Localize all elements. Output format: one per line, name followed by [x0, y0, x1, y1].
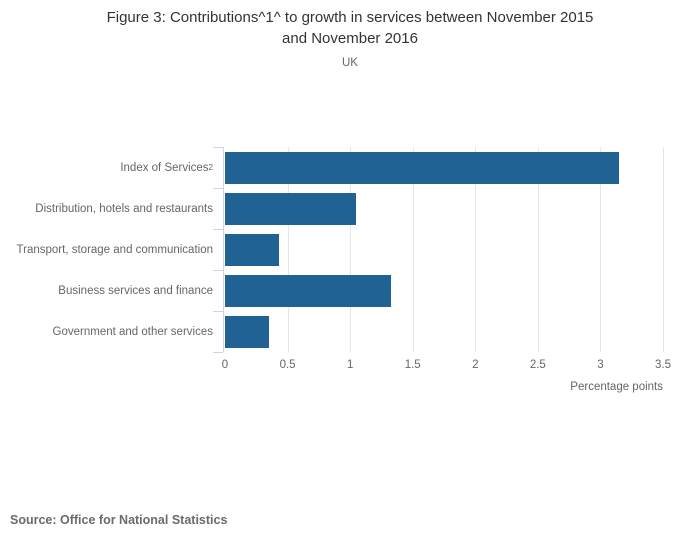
x-axis-title: Percentage points	[570, 381, 663, 393]
bar-index-of-services[interactable]	[225, 152, 620, 184]
x-tick-label-0: 0	[221, 359, 229, 371]
category-label-transport-storage-and-communication: Transport, storage and communication	[16, 243, 213, 256]
gridline-x-1	[350, 147, 352, 352]
plot-area	[213, 147, 664, 353]
category-axis-tick	[213, 229, 223, 230]
category-axis-tick	[213, 311, 223, 312]
chart-title: Figure 3: Contributions^1^ to growth in …	[0, 7, 700, 49]
x-tick-label-0-5: 0.5	[279, 359, 296, 371]
chart-title-line2: and November 2016	[282, 30, 418, 47]
x-tick-label-2-5: 2.5	[529, 359, 546, 371]
chart-title-line1: Figure 3: Contributions^1^ to growth in …	[106, 9, 594, 26]
gridline-x-1-5	[412, 147, 414, 352]
category-label-index-of-services: Index of Services 2	[120, 161, 213, 174]
gridline-x-2-5	[537, 147, 539, 352]
category-axis-tick	[213, 270, 223, 271]
x-tick-label-1: 1	[346, 359, 354, 371]
category-axis-labels: Index of Services 2 Distribution, hotels a…	[0, 147, 213, 352]
x-tick-label-3: 3	[597, 359, 604, 371]
gridline-x-0-5	[287, 147, 289, 352]
category-label-business-services-and-finance: Business services and finance	[58, 284, 213, 297]
category-axis-tick	[213, 352, 223, 353]
bar-distribution-hotels-and-restaurants[interactable]	[225, 193, 357, 225]
category-axis-tick	[213, 147, 223, 148]
bar-business-services-and-finance[interactable]	[225, 275, 392, 307]
source-note: Source: Office for National Statistics	[10, 513, 228, 527]
x-tick-label-1-5: 1.5	[404, 359, 421, 371]
gridline-x-3-5	[663, 147, 664, 352]
x-tick-label-2: 2	[472, 359, 479, 371]
bar-transport-storage-and-communication[interactable]	[225, 234, 279, 266]
category-label-distribution-hotels-and-restaurants: Distribution, hotels and restaurants	[35, 202, 213, 215]
x-tick-label-3-5: 3.5	[655, 359, 671, 371]
category-axis-line	[223, 147, 224, 352]
category-label-government-and-other-services: Government and other services	[52, 325, 213, 338]
bar-government-and-other-services[interactable]	[225, 316, 269, 348]
category-axis-tick	[213, 188, 223, 189]
gridline-x-2	[475, 147, 477, 352]
chart-subtitle: UK	[342, 57, 358, 69]
x-axis-tick-labels: 0 0.5 1 1.5 2 2.5 3 3.5	[221, 359, 671, 373]
gridline-x-3	[600, 147, 602, 352]
